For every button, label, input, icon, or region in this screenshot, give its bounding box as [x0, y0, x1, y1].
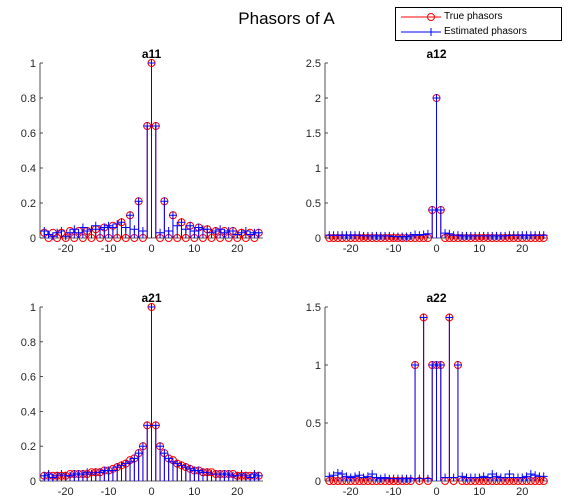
- legend-label-true: True phasors: [444, 11, 503, 22]
- subplot-title: a22: [426, 291, 446, 305]
- y-tick-label: 0: [315, 476, 321, 488]
- x-tick-label: -10: [101, 243, 117, 255]
- y-tick-label: 1.5: [306, 302, 321, 314]
- x-tick-label: -10: [386, 243, 402, 255]
- y-tick-label: 2: [315, 93, 321, 105]
- y-tick-label: 0: [30, 476, 36, 488]
- legend-label-estimated: Estimated phasors: [444, 26, 527, 37]
- y-tick-label: 0.6: [21, 128, 36, 140]
- y-tick-label: 2.5: [306, 58, 321, 70]
- x-tick-label: 0: [433, 486, 439, 498]
- legend: True phasors Estimated phasors: [395, 7, 562, 41]
- x-tick-label: 0: [148, 486, 154, 498]
- subplot-title: a21: [141, 291, 161, 305]
- y-tick-label: 0.8: [21, 93, 36, 105]
- x-tick-label: 10: [188, 243, 200, 255]
- subplot-title: a12: [426, 47, 446, 61]
- y-tick-label: 0: [315, 233, 321, 245]
- x-tick-label: -20: [343, 243, 359, 255]
- x-tick-label: -20: [58, 486, 74, 498]
- plus-marker-icon: [401, 28, 441, 36]
- x-tick-label: 20: [516, 243, 528, 255]
- x-tick-label: -20: [343, 486, 359, 498]
- subplot-title: a11: [142, 47, 162, 61]
- legend-item-true: True phasors: [396, 9, 561, 25]
- y-tick-label: 0.2: [21, 441, 36, 453]
- figure-title: Phasors of A: [238, 9, 335, 28]
- y-tick-label: 0.4: [21, 163, 36, 175]
- x-tick-label: -20: [58, 243, 74, 255]
- x-tick-label: 10: [473, 243, 485, 255]
- y-tick-label: 0.8: [21, 337, 36, 349]
- x-tick-label: 0: [433, 243, 439, 255]
- x-tick-label: 0: [148, 243, 154, 255]
- y-tick-label: 1: [30, 58, 36, 70]
- y-tick-label: 1: [315, 360, 321, 372]
- x-tick-label: 20: [231, 243, 243, 255]
- y-tick-label: 0.6: [21, 372, 36, 384]
- y-tick-label: 0.5: [306, 418, 321, 430]
- x-tick-label: -10: [101, 486, 117, 498]
- subplot-a21: a21 -20 -10 0 10 20 0 0.2 0.4 0.6 0.8 1: [21, 291, 263, 498]
- y-tick-label: 1.5: [306, 128, 321, 140]
- subplot-a12: a12 -20 -10 0 10 20 0 0.5 1 1.5 2 2.5: [306, 47, 548, 255]
- x-tick-label: 20: [231, 486, 243, 498]
- y-tick-label: 0.2: [21, 198, 36, 210]
- y-tick-label: 1: [315, 163, 321, 175]
- x-tick-label: 20: [516, 486, 528, 498]
- subplot-a22: a22 -20 -10 0 10 20 0 0.5 1 1.5: [306, 291, 548, 498]
- y-tick-label: 0: [30, 233, 36, 245]
- y-tick-label: 0.4: [21, 406, 36, 418]
- subplot-a11: a11 -20 -10 0 10 20 0 0.2 0.4 0.6 0.8 1: [21, 47, 263, 255]
- x-tick-label: 10: [188, 486, 200, 498]
- legend-item-estimated: Estimated phasors: [396, 24, 561, 40]
- y-tick-label: 0.5: [306, 198, 321, 210]
- y-tick-label: 1: [30, 302, 36, 314]
- x-tick-label: -10: [386, 486, 402, 498]
- x-tick-label: 10: [473, 486, 485, 498]
- circle-marker-icon: [401, 13, 441, 21]
